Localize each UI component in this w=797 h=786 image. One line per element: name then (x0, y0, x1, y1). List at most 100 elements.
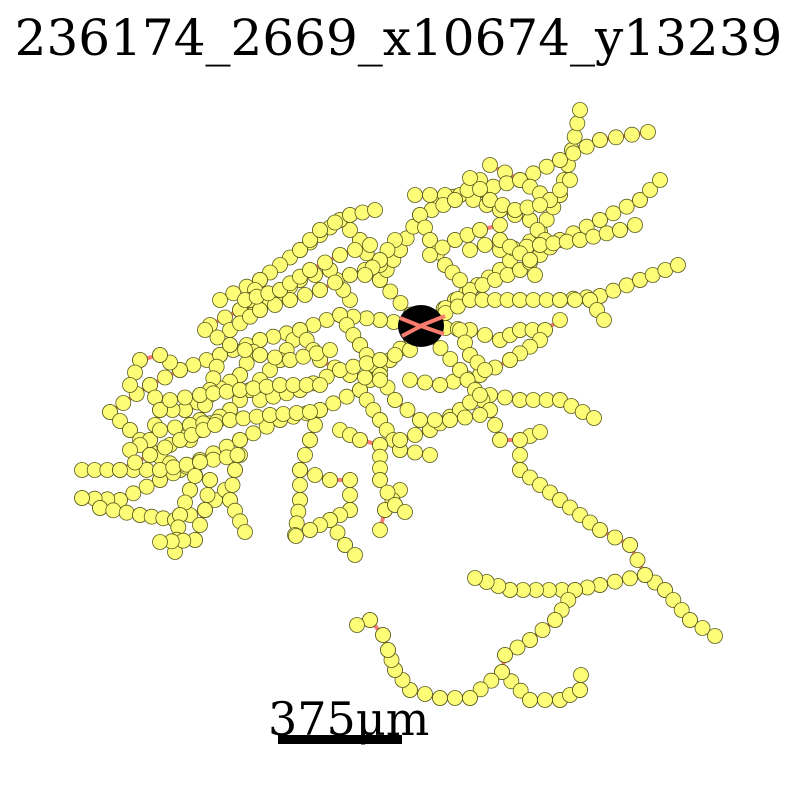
node-marker (224, 477, 241, 493)
node-marker (222, 412, 238, 428)
node-marker (497, 647, 513, 663)
node-marker (412, 412, 428, 428)
node-marker (538, 392, 555, 408)
node-marker (532, 424, 548, 440)
node-marker (112, 413, 128, 429)
node-marker (498, 175, 515, 192)
node-marker (372, 372, 388, 388)
node-marker (494, 664, 510, 680)
node-marker (652, 172, 668, 188)
node-marker (485, 178, 502, 195)
node-marker (434, 239, 451, 256)
node-marker (74, 490, 90, 506)
node-marker (342, 267, 358, 283)
node-marker (512, 432, 528, 448)
node-marker (327, 214, 343, 231)
node-marker (492, 217, 508, 233)
node-marker (272, 377, 288, 393)
node-marker (629, 552, 646, 568)
node-marker (538, 211, 555, 228)
node-marker (302, 522, 318, 538)
node-marker (297, 287, 313, 303)
node-marker (622, 537, 638, 553)
node-marker (627, 217, 643, 233)
node-marker (462, 170, 478, 186)
node-marker (375, 627, 391, 643)
node-marker (322, 472, 338, 488)
node-marker (312, 377, 328, 393)
node-marker (694, 620, 711, 636)
node-marker (407, 444, 423, 461)
node-marker (432, 690, 448, 706)
node-marker (312, 222, 328, 238)
node-marker (292, 242, 308, 258)
node-marker (573, 667, 589, 683)
node-marker (399, 402, 416, 418)
node-marker (572, 232, 588, 248)
node-marker (367, 202, 383, 218)
node-marker (572, 682, 588, 698)
node-marker (482, 157, 498, 173)
node-marker (642, 182, 658, 198)
node-marker (379, 484, 396, 501)
node-marker (558, 233, 575, 250)
node-marker (267, 297, 283, 313)
node-marker (162, 392, 178, 408)
node-marker (477, 237, 493, 253)
node-marker (387, 392, 403, 408)
node-marker (192, 517, 208, 533)
node-marker (332, 247, 348, 263)
node-marker (222, 337, 238, 353)
node-marker (417, 686, 433, 702)
node-marker (417, 374, 433, 391)
node-marker (532, 237, 548, 253)
node-marker (462, 690, 478, 706)
node-marker (452, 272, 468, 288)
node-marker (302, 262, 318, 278)
node-marker (125, 485, 142, 502)
node-marker (592, 212, 608, 228)
node-marker (282, 292, 298, 308)
node-marker (707, 628, 723, 644)
node-marker (302, 432, 318, 448)
node-marker (525, 292, 542, 308)
node-marker (422, 447, 438, 463)
node-marker (472, 222, 488, 238)
node-marker (232, 432, 248, 448)
node-marker (492, 432, 508, 448)
node-marker (512, 392, 528, 408)
node-marker (185, 357, 202, 373)
node-marker (332, 362, 348, 378)
node-marker (422, 187, 438, 203)
node-marker (347, 547, 363, 563)
node-marker (205, 451, 222, 468)
node-marker (392, 295, 409, 311)
node-marker (235, 410, 252, 427)
node-marker (608, 129, 624, 146)
node-marker (472, 181, 488, 197)
node-marker (245, 380, 262, 397)
node-marker (532, 197, 548, 213)
node-marker (605, 282, 622, 299)
node-marker (218, 383, 235, 400)
node-marker (432, 377, 448, 393)
node-marker (624, 126, 640, 143)
node-marker (522, 632, 538, 648)
node-marker (477, 327, 493, 343)
node-marker (199, 487, 216, 503)
node-marker (407, 187, 423, 203)
node-marker (432, 340, 449, 356)
node-marker (487, 417, 503, 433)
node-marker (102, 404, 118, 420)
node-marker (682, 612, 698, 628)
node-marker (152, 534, 168, 550)
node-marker (545, 235, 562, 252)
node-marker (586, 410, 602, 426)
node-marker (512, 447, 528, 463)
node-marker (177, 389, 193, 406)
node-marker (632, 192, 648, 208)
node-marker (308, 345, 325, 362)
node-marker (237, 524, 253, 540)
node-marker (358, 355, 375, 372)
node-marker (380, 642, 396, 658)
